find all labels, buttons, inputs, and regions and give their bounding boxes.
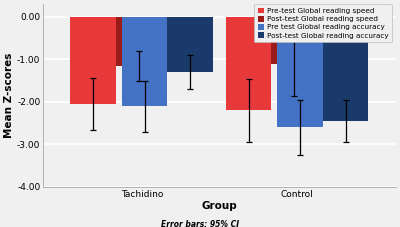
Bar — [116, 17, 162, 66]
Bar — [277, 17, 323, 127]
Bar — [323, 17, 368, 121]
X-axis label: Group: Group — [202, 202, 237, 212]
Bar — [168, 17, 213, 72]
Y-axis label: Mean Z-scores: Mean Z-scores — [4, 53, 14, 138]
Text: Error bars: 95% CI: Error bars: 95% CI — [161, 220, 239, 227]
Bar — [272, 17, 317, 64]
Bar — [70, 17, 116, 104]
Bar — [226, 17, 272, 110]
Legend: Pre-test Global reading speed, Post-test Global reading speed, Pre test Global r: Pre-test Global reading speed, Post-test… — [254, 4, 392, 42]
Bar — [122, 17, 168, 106]
